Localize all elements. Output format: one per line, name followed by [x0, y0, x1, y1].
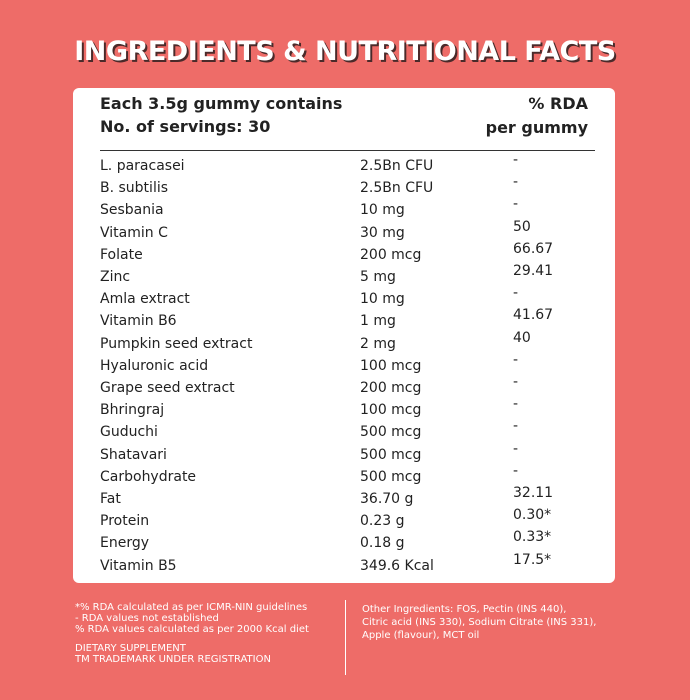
ingredient: Pumpkin seed extract — [100, 335, 253, 352]
rda: - — [513, 285, 519, 302]
amount: 349.6 Kcal — [360, 557, 434, 574]
amount: 10 mg — [360, 291, 405, 308]
footnote: - RDA values not established — [75, 613, 219, 624]
title: INGREDIENTS & NUTRITIONAL FACTS — [74, 36, 616, 67]
amount: 0.18 g — [360, 535, 405, 552]
ingredient: L. paracasei — [100, 158, 185, 174]
amount: 10 mg — [360, 202, 405, 219]
rule — [100, 150, 595, 151]
amount: 100 mcg — [360, 357, 422, 374]
ingredient: Folate — [100, 246, 143, 263]
footnote: DIETARY SUPPLEMENT — [75, 643, 186, 654]
divider — [345, 600, 346, 675]
ingredient: Energy — [100, 535, 150, 552]
rda: 17.5* — [513, 551, 552, 568]
ingredient: Hyaluronic acid — [100, 357, 209, 374]
ingredient: Vitamin C — [100, 224, 168, 241]
ingredient: Zinc — [100, 269, 131, 285]
amount: 500 mcg — [360, 446, 422, 463]
amount: 36.70 g — [360, 491, 414, 507]
ingredient: Shatavari — [100, 446, 167, 463]
amount: 2.5Bn CFU — [360, 158, 434, 174]
ingredient: Bhringraj — [100, 402, 165, 419]
rda: - — [513, 440, 519, 457]
amount: 500 mcg — [360, 468, 422, 485]
rda: 66.67 — [513, 240, 554, 257]
header-text: per gummy — [485, 118, 588, 137]
header-text: No. of servings: 30 — [100, 117, 271, 136]
amount: 0.23 g — [360, 513, 405, 530]
footnote: *% RDA calculated as per ICMR-NIN guidel… — [75, 602, 308, 613]
ingredient: Fat — [100, 491, 121, 507]
other-ingredients: Other Ingredients: FOS, Pectin (INS 440)… — [362, 604, 567, 615]
amount: 2 mg — [360, 335, 396, 352]
rda: 40 — [513, 329, 531, 346]
rda: 29.41 — [513, 263, 554, 279]
ingredient: Carbohydrate — [100, 468, 197, 485]
ingredient: Vitamin B6 — [100, 313, 177, 330]
ingredient: Vitamin B5 — [100, 557, 177, 574]
amount: 200 mcg — [360, 246, 422, 263]
amount: 200 mcg — [360, 380, 422, 396]
rda: - — [513, 374, 519, 390]
rda: - — [513, 152, 519, 168]
ingredient: Guduchi — [100, 424, 158, 441]
rda: - — [513, 418, 519, 435]
header-text: Each 3.5g gummy contains — [100, 94, 343, 113]
amount: 1 mg — [360, 313, 396, 330]
ingredient: B. subtilis — [100, 180, 169, 197]
rda: - — [513, 396, 519, 413]
rda: 0.33* — [513, 529, 552, 546]
footnote: % RDA values calculated as per 2000 Kcal… — [75, 624, 309, 635]
rda: 0.30* — [513, 507, 552, 524]
other-ingredients: Apple (flavour), MCT oil — [362, 630, 480, 641]
rda: 32.11 — [513, 485, 554, 501]
rda: - — [513, 174, 519, 191]
ingredient: Sesbania — [100, 202, 164, 219]
other-ingredients: Citric acid (INS 330), Sodium Citrate (I… — [362, 617, 597, 628]
amount: 100 mcg — [360, 402, 422, 419]
card — [73, 88, 615, 583]
ingredient: Grape seed extract — [100, 380, 235, 396]
amount: 500 mcg — [360, 424, 422, 441]
header-text: % RDA — [528, 94, 588, 113]
ingredient: Protein — [100, 513, 150, 530]
ingredient: Amla extract — [100, 291, 190, 308]
rda: 41.67 — [513, 307, 554, 324]
amount: 30 mg — [360, 224, 405, 241]
rda: 50 — [513, 218, 531, 235]
rda: - — [513, 351, 519, 368]
amount: 2.5Bn CFU — [360, 180, 434, 197]
rda: - — [513, 462, 519, 479]
footnote: TM TRADEMARK UNDER REGISTRATION — [75, 654, 271, 665]
rda: - — [513, 196, 519, 213]
amount: 5 mg — [360, 269, 396, 285]
